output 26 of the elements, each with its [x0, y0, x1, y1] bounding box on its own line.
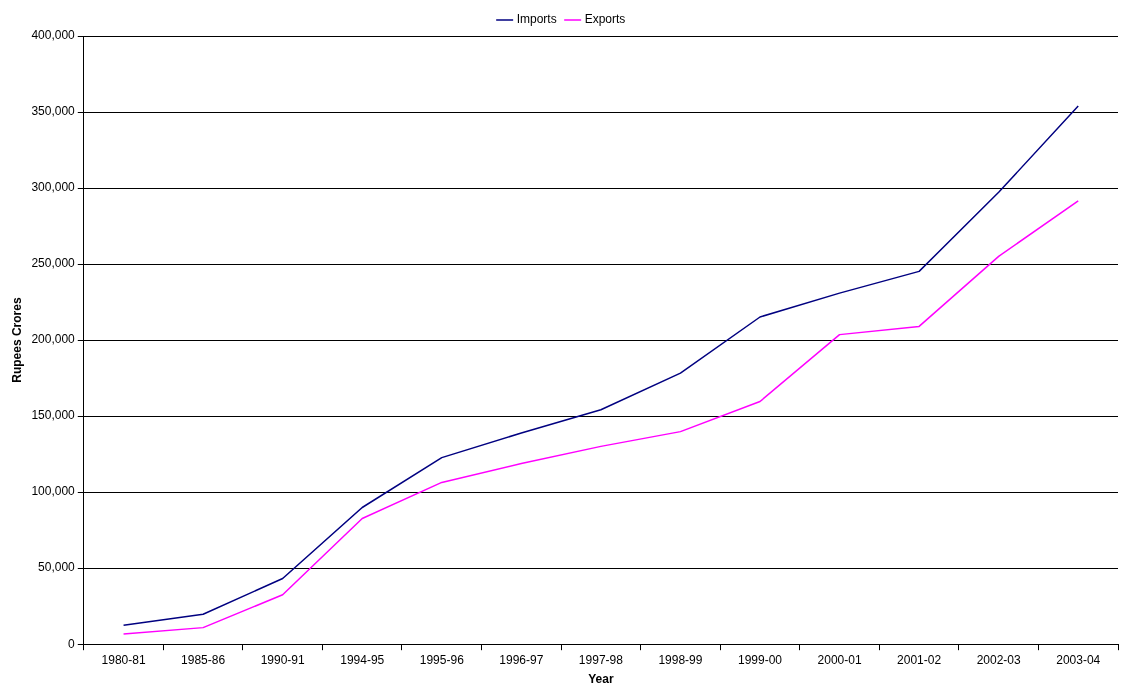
x-tick-label: 1998-99	[658, 652, 703, 667]
x-tick-label: 1995-96	[419, 652, 465, 667]
y-tick-label: 50,000	[38, 560, 76, 575]
x-tick-label: 2001-02	[897, 652, 942, 667]
x-tick-label: 1980-81	[101, 652, 146, 667]
y-tick-label: 300,000	[31, 180, 76, 195]
y-tick-label: 0	[68, 636, 76, 651]
y-tick-label: 100,000	[31, 484, 76, 499]
y-tick-label: 250,000	[31, 256, 76, 271]
x-axis-title: Year	[588, 672, 614, 687]
x-tick-label: 2003-04	[1056, 652, 1101, 667]
x-tick-label: 1990-91	[260, 652, 306, 667]
y-tick-label: 400,000	[31, 28, 76, 43]
x-tick-label: 1996-97	[499, 652, 544, 667]
x-tick-label: 1999-00	[737, 652, 783, 667]
y-tick-label: 150,000	[31, 408, 76, 423]
x-tick-label: 2000-01	[817, 652, 862, 667]
x-tick-label: 1985-86	[181, 652, 226, 667]
legend-label: Imports	[516, 12, 557, 27]
x-tick-label: 1997-98	[578, 652, 624, 667]
x-tick-label: 1994-95	[340, 652, 385, 667]
legend-label: Exports	[584, 12, 626, 27]
y-axis-title: Rupees Crores	[9, 297, 24, 383]
x-tick-label: 2002-03	[976, 652, 1022, 667]
y-tick-label: 200,000	[31, 332, 76, 347]
y-tick-label: 350,000	[31, 104, 76, 119]
